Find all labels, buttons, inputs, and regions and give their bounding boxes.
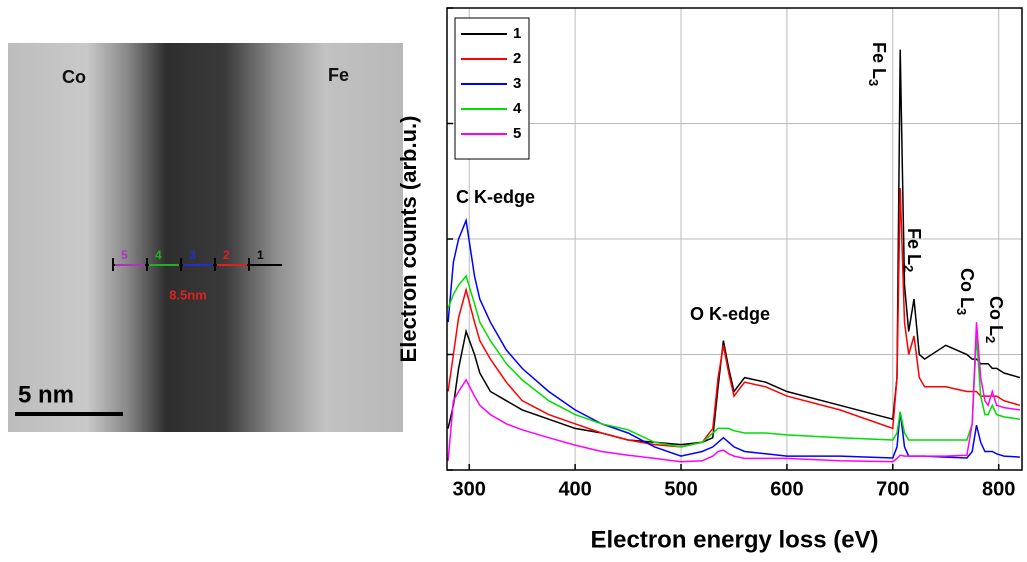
ruler-position: 2 xyxy=(223,248,230,262)
annotation-text: Co L xyxy=(957,268,977,308)
legend-label: 2 xyxy=(513,50,521,67)
co-label: Co xyxy=(62,67,86,87)
x-tick-label: 800 xyxy=(982,478,1015,500)
annotation-text: C K-edge xyxy=(456,187,535,207)
ruler-position: 3 xyxy=(189,248,196,262)
legend-label: 4 xyxy=(513,100,522,117)
x-tick-label: 600 xyxy=(770,478,803,500)
legend-label: 3 xyxy=(513,75,521,92)
fe-label: Fe xyxy=(328,65,349,85)
plot: 300 400 500 600 700 800 1 2 3 4 5 Electron energy l… xyxy=(396,7,1023,553)
legend-label: 5 xyxy=(513,125,521,142)
annotation-subscript: 2 xyxy=(983,336,998,343)
annotation-subscript: 2 xyxy=(901,265,916,272)
series-line xyxy=(447,49,1021,446)
series-line xyxy=(447,274,1021,448)
x-tick-label: 500 xyxy=(664,478,697,500)
x-axis-label: Electron energy loss (eV) xyxy=(590,526,878,553)
ruler-label: 8.5nm xyxy=(169,287,207,302)
annotation-subscript: 3 xyxy=(954,308,969,315)
micrograph xyxy=(8,43,403,432)
annotation-text: Fe L xyxy=(869,42,889,79)
annotation: O K-edge xyxy=(690,304,770,324)
annotation: Fe L2 xyxy=(901,228,925,272)
scale-label: 5 nm xyxy=(18,381,74,408)
annotation-text: Fe L xyxy=(904,228,924,265)
annotation-text: O K-edge xyxy=(690,304,770,324)
annotation: Co L3 xyxy=(954,268,978,315)
series-line xyxy=(447,188,1021,448)
ruler-position: 4 xyxy=(155,248,162,262)
annotation-subscript: 3 xyxy=(866,79,881,86)
x-tick-label: 400 xyxy=(558,478,591,500)
ruler-position: 1 xyxy=(257,248,264,262)
annotation-text: Co L xyxy=(986,296,1006,336)
annotation: Fe L3 xyxy=(866,42,890,86)
series-line xyxy=(447,217,1020,459)
series-line xyxy=(447,322,1021,463)
annotation: C K-edge xyxy=(456,187,535,207)
legend-label: 1 xyxy=(513,25,521,42)
annotation: Co L2 xyxy=(983,296,1007,343)
x-tick-label: 300 xyxy=(453,478,486,500)
x-tick-label: 700 xyxy=(876,478,909,500)
plot-frame xyxy=(446,7,1023,471)
y-axis-label: Electron counts (arb.u.) xyxy=(396,116,421,363)
legend-box xyxy=(454,17,530,160)
ruler-position: 5 xyxy=(121,248,128,262)
ruler-ticks: 5 4 3 2 1 xyxy=(112,248,281,271)
